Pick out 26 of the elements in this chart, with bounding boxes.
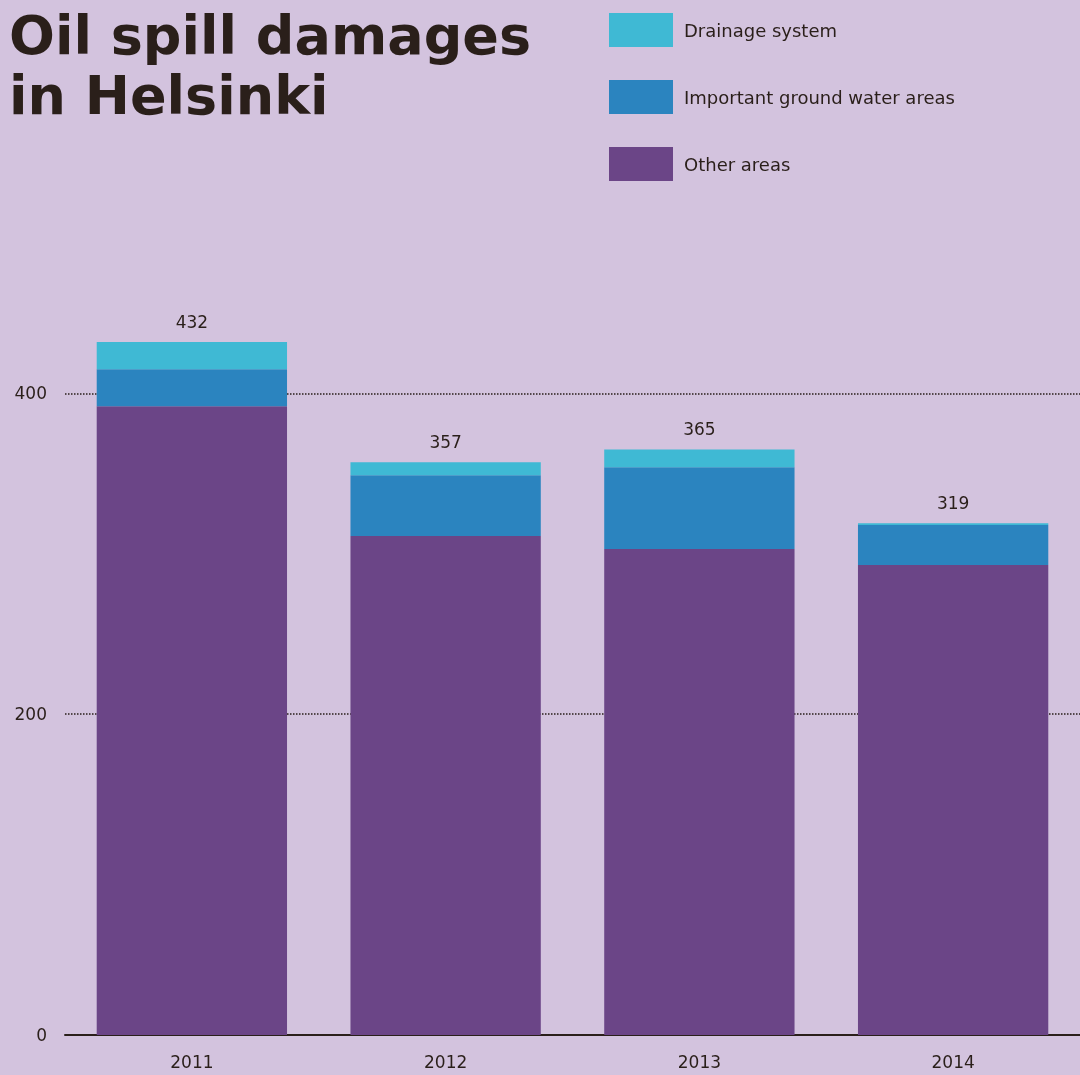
y-tick-label: 400 bbox=[14, 383, 47, 404]
bar bbox=[857, 564, 1049, 1035]
bar bbox=[604, 449, 795, 468]
bar bbox=[96, 406, 288, 1035]
bar bbox=[604, 548, 795, 1035]
bar bbox=[350, 536, 541, 1035]
bar bbox=[350, 462, 541, 476]
y-tick-label: 0 bbox=[36, 1025, 47, 1045]
bar bbox=[604, 467, 795, 549]
bar bbox=[96, 342, 288, 370]
y-tick-label: 200 bbox=[14, 704, 47, 725]
x-tick-label: 2014 bbox=[931, 1051, 975, 1072]
legend-label: Important ground water areas bbox=[684, 86, 955, 108]
x-tick-label: 2012 bbox=[423, 1051, 468, 1072]
bar bbox=[350, 475, 541, 537]
bar bbox=[96, 369, 288, 407]
total-label: 319 bbox=[936, 492, 970, 513]
chart-title: Oil spill damages in Helsinki bbox=[9, 3, 532, 127]
total-label: 365 bbox=[683, 418, 716, 439]
total-label: 357 bbox=[429, 431, 462, 452]
x-tick-label: 2011 bbox=[170, 1051, 214, 1072]
bar bbox=[857, 524, 1049, 565]
total-label: 432 bbox=[175, 311, 209, 332]
x-tick-label: 2013 bbox=[677, 1051, 722, 1072]
legend-label: Other areas bbox=[684, 153, 791, 175]
legend-label: Drainage system bbox=[684, 19, 838, 41]
